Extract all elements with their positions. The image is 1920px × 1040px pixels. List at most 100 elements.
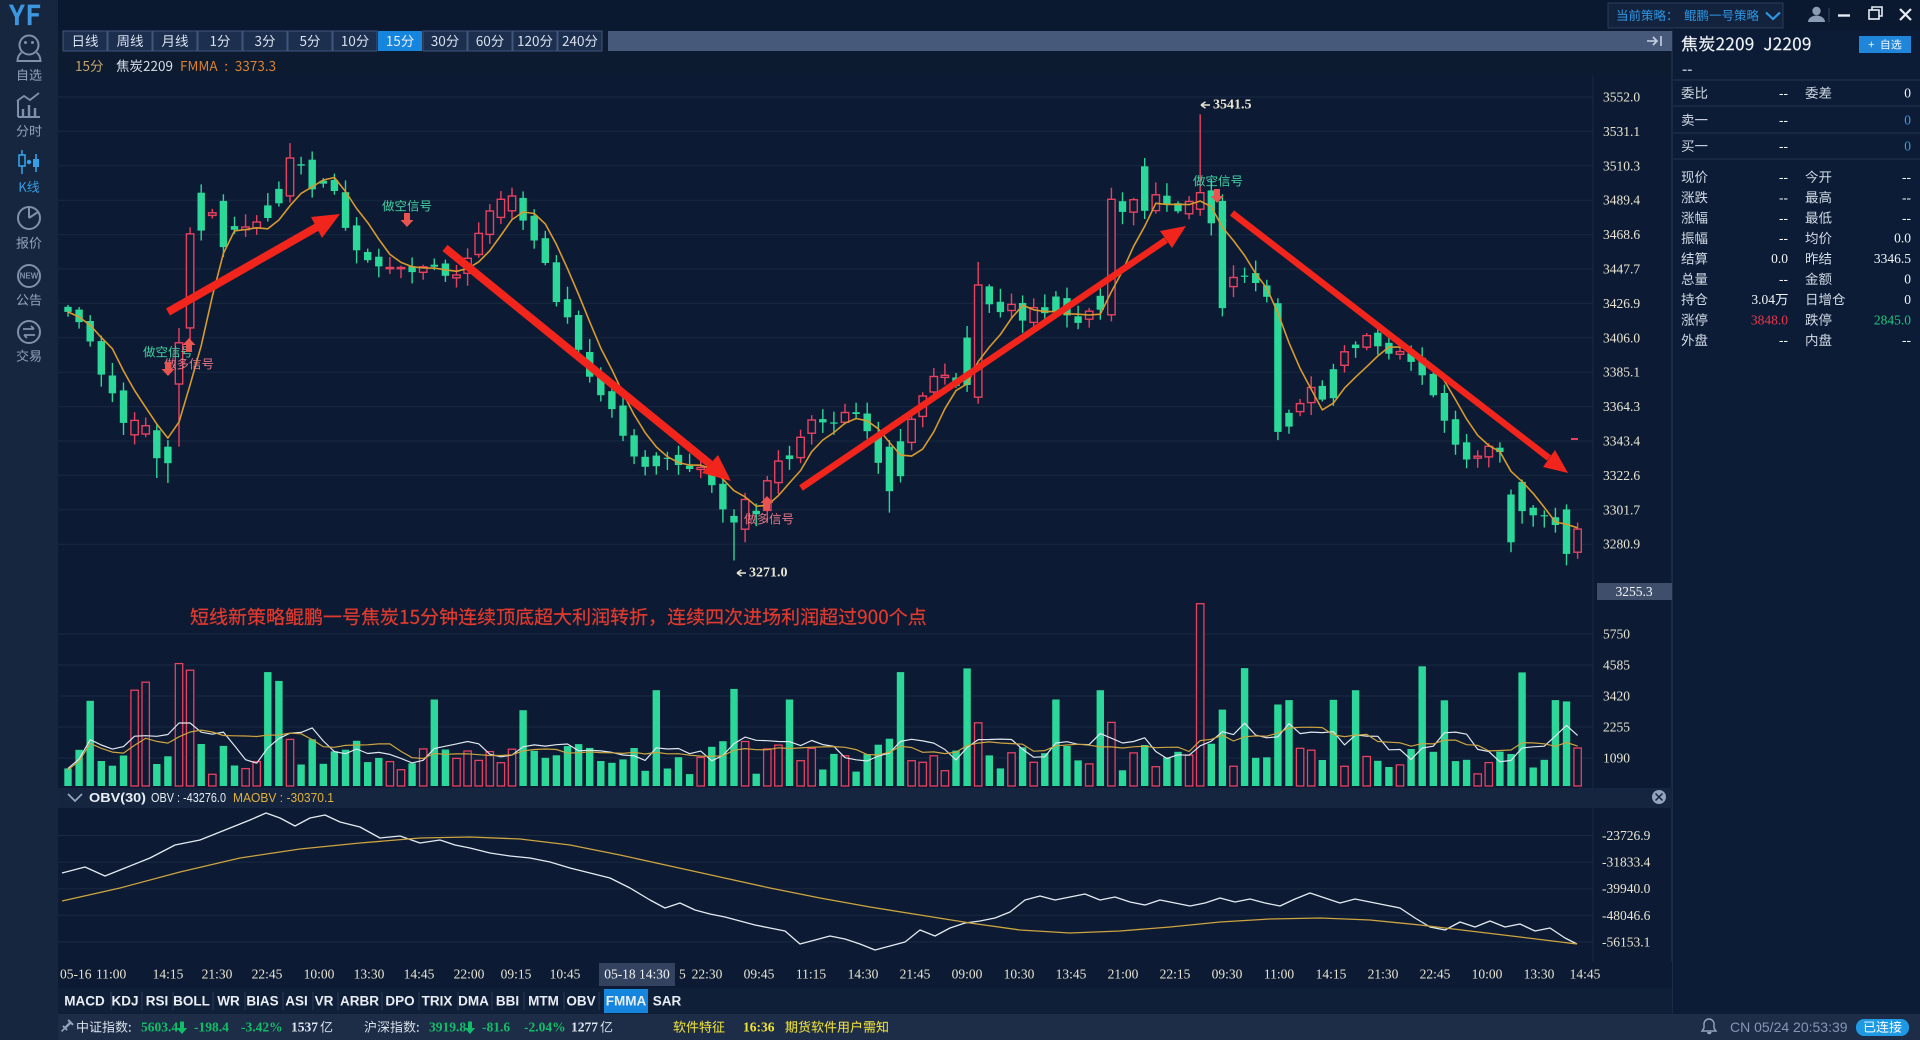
svg-text:05-18 14:30: 05-18 14:30 bbox=[604, 967, 670, 982]
svg-text:3531.1: 3531.1 bbox=[1603, 124, 1640, 139]
svg-text:21:00: 21:00 bbox=[1108, 967, 1139, 982]
svg-text:05-16: 05-16 bbox=[60, 967, 92, 982]
svg-text:3447.7: 3447.7 bbox=[1603, 262, 1640, 277]
svg-text:3919.8: 3919.8 bbox=[429, 1020, 466, 1035]
svg-text:11:00: 11:00 bbox=[1264, 967, 1294, 982]
svg-text:4585: 4585 bbox=[1603, 658, 1630, 673]
svg-text:3255.3: 3255.3 bbox=[1615, 584, 1652, 599]
svg-text:CN 05/24 20:53:39: CN 05/24 20:53:39 bbox=[1730, 1019, 1848, 1035]
svg-text:14:15: 14:15 bbox=[153, 967, 184, 982]
svg-text:-23726.9: -23726.9 bbox=[1602, 828, 1651, 843]
svg-text:22:30: 22:30 bbox=[692, 967, 723, 982]
svg-text:10:00: 10:00 bbox=[304, 967, 335, 982]
svg-text:13:30: 13:30 bbox=[1524, 967, 1555, 982]
svg-text:-31833.4: -31833.4 bbox=[1602, 855, 1651, 870]
svg-text:3385.1: 3385.1 bbox=[1603, 365, 1640, 380]
svg-text:3420: 3420 bbox=[1603, 689, 1630, 704]
svg-text:--: -- bbox=[1779, 231, 1788, 246]
svg-text:3426.9: 3426.9 bbox=[1603, 296, 1640, 311]
svg-text:--: -- bbox=[1779, 210, 1788, 225]
svg-text:OBV(30): OBV(30) bbox=[89, 791, 146, 805]
svg-text:SAR: SAR bbox=[653, 994, 682, 1009]
svg-text:22:45: 22:45 bbox=[1420, 967, 1451, 982]
svg-text:MTM: MTM bbox=[528, 994, 559, 1009]
svg-text:-2.04%: -2.04% bbox=[524, 1020, 566, 1035]
svg-text:22:45: 22:45 bbox=[252, 967, 283, 982]
svg-text:10:30: 10:30 bbox=[1004, 967, 1035, 982]
svg-text:2255: 2255 bbox=[1603, 720, 1630, 735]
svg-text:--: -- bbox=[1902, 210, 1911, 225]
svg-text:3343.4: 3343.4 bbox=[1603, 434, 1640, 449]
svg-text:0: 0 bbox=[1904, 292, 1911, 307]
svg-text:DPO: DPO bbox=[385, 994, 414, 1009]
svg-text:--: -- bbox=[1779, 333, 1788, 348]
svg-text:3322.6: 3322.6 bbox=[1603, 468, 1640, 483]
svg-text:0: 0 bbox=[1904, 139, 1911, 154]
svg-text:-198.4: -198.4 bbox=[194, 1020, 229, 1035]
svg-text:-3.42%: -3.42% bbox=[241, 1020, 283, 1035]
svg-text:DMA: DMA bbox=[458, 994, 489, 1009]
svg-text:21:45: 21:45 bbox=[900, 967, 931, 982]
svg-text:-56153.1: -56153.1 bbox=[1602, 934, 1650, 949]
svg-text:5750: 5750 bbox=[1603, 627, 1630, 642]
svg-text:TRIX: TRIX bbox=[422, 994, 453, 1009]
svg-text:-48046.6: -48046.6 bbox=[1602, 908, 1651, 923]
svg-text:MAOBV : -30370.1: MAOBV : -30370.1 bbox=[233, 791, 334, 805]
svg-text:WR: WR bbox=[217, 994, 240, 1009]
svg-text:VR: VR bbox=[315, 994, 334, 1009]
svg-text:--: -- bbox=[1779, 170, 1788, 185]
svg-text:09:45: 09:45 bbox=[744, 967, 775, 982]
svg-text:0.0: 0.0 bbox=[1894, 231, 1911, 246]
svg-text:3489.4: 3489.4 bbox=[1603, 193, 1640, 208]
svg-text:3346.5: 3346.5 bbox=[1874, 251, 1911, 266]
svg-text:3406.0: 3406.0 bbox=[1603, 330, 1640, 345]
svg-text:5603.4: 5603.4 bbox=[141, 1020, 178, 1035]
svg-text:14:15: 14:15 bbox=[1316, 967, 1347, 982]
svg-text:0.0: 0.0 bbox=[1771, 251, 1788, 266]
svg-text:14:45: 14:45 bbox=[404, 967, 435, 982]
svg-text:09:30: 09:30 bbox=[1212, 967, 1243, 982]
svg-text:22:15: 22:15 bbox=[1160, 967, 1191, 982]
svg-text:--: -- bbox=[1902, 170, 1911, 185]
svg-text:1090: 1090 bbox=[1603, 751, 1630, 766]
svg-text:--: -- bbox=[1779, 190, 1788, 205]
svg-text:22:00: 22:00 bbox=[454, 967, 485, 982]
svg-text:09:00: 09:00 bbox=[952, 967, 983, 982]
svg-text:RSI: RSI bbox=[146, 994, 169, 1009]
svg-text:0: 0 bbox=[1904, 113, 1911, 128]
svg-text:11:15: 11:15 bbox=[796, 967, 826, 982]
svg-text:0: 0 bbox=[1904, 272, 1911, 287]
svg-text:5: 5 bbox=[679, 967, 686, 982]
svg-text:NEW: NEW bbox=[20, 272, 39, 281]
svg-text:0: 0 bbox=[1904, 86, 1911, 101]
svg-text:--: -- bbox=[1902, 333, 1911, 348]
svg-text:14:45: 14:45 bbox=[1570, 967, 1601, 982]
svg-text:21:30: 21:30 bbox=[202, 967, 233, 982]
svg-text:3.04: 3.04 bbox=[1751, 292, 1775, 307]
svg-text:3364.3: 3364.3 bbox=[1603, 399, 1640, 414]
svg-text:--: -- bbox=[1779, 86, 1788, 101]
svg-text:21:30: 21:30 bbox=[1368, 967, 1399, 982]
svg-text:2845.0: 2845.0 bbox=[1874, 312, 1911, 327]
svg-text:11:00: 11:00 bbox=[96, 967, 126, 982]
svg-text:BOLL: BOLL bbox=[173, 994, 210, 1009]
svg-text:10:00: 10:00 bbox=[1472, 967, 1503, 982]
svg-text:--: -- bbox=[1779, 139, 1788, 154]
svg-text:09:15: 09:15 bbox=[501, 967, 532, 982]
svg-text:3541.5: 3541.5 bbox=[1213, 98, 1252, 113]
svg-text:MACD: MACD bbox=[64, 994, 105, 1009]
svg-text:1537: 1537 bbox=[291, 1020, 318, 1035]
svg-text:13:30: 13:30 bbox=[354, 967, 385, 982]
svg-text:-81.6: -81.6 bbox=[482, 1020, 510, 1035]
svg-text:14:30: 14:30 bbox=[848, 967, 879, 982]
svg-text:ARBR: ARBR bbox=[340, 994, 379, 1009]
svg-text:FMMA: FMMA bbox=[606, 994, 647, 1009]
svg-text:3301.7: 3301.7 bbox=[1603, 502, 1640, 517]
svg-text:1277: 1277 bbox=[571, 1020, 598, 1035]
svg-text:BIAS: BIAS bbox=[246, 994, 278, 1009]
svg-text:16:36: 16:36 bbox=[743, 1020, 775, 1035]
svg-text:-39940.0: -39940.0 bbox=[1602, 881, 1651, 896]
svg-text:3280.9: 3280.9 bbox=[1603, 537, 1640, 552]
svg-text:--: -- bbox=[1779, 113, 1788, 128]
svg-text:3271.0: 3271.0 bbox=[749, 566, 788, 581]
